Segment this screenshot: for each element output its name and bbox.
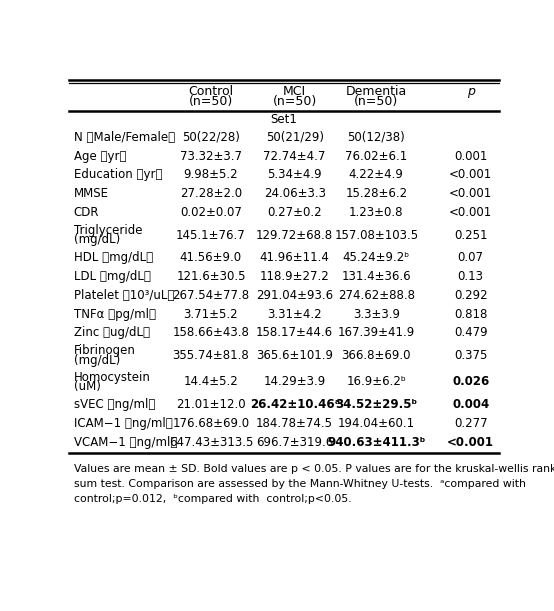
Text: 27.28±2.0: 27.28±2.0 bbox=[180, 187, 242, 200]
Text: <0.001: <0.001 bbox=[447, 436, 494, 448]
Text: 274.62±88.8: 274.62±88.8 bbox=[338, 289, 415, 302]
Text: 365.6±101.9: 365.6±101.9 bbox=[256, 349, 333, 362]
Text: 4.22±4.9: 4.22±4.9 bbox=[349, 169, 404, 181]
Text: 0.13: 0.13 bbox=[458, 270, 484, 283]
Text: 3.71±5.2: 3.71±5.2 bbox=[183, 308, 238, 321]
Text: 34.52±29.5ᵇ: 34.52±29.5ᵇ bbox=[335, 398, 417, 411]
Text: Platelet （10³/uL）: Platelet （10³/uL） bbox=[74, 289, 174, 302]
Text: CDR: CDR bbox=[74, 206, 99, 219]
Text: 355.74±81.8: 355.74±81.8 bbox=[172, 349, 249, 362]
Text: 366.8±69.0: 366.8±69.0 bbox=[341, 349, 411, 362]
Text: (n=50): (n=50) bbox=[354, 95, 398, 109]
Text: 15.28±6.2: 15.28±6.2 bbox=[345, 187, 407, 200]
Text: 940.63±411.3ᵇ: 940.63±411.3ᵇ bbox=[327, 436, 425, 448]
Text: 16.9±6.2ᵇ: 16.9±6.2ᵇ bbox=[346, 375, 406, 389]
Text: p: p bbox=[467, 85, 475, 98]
Text: Zinc （ug/dL）: Zinc （ug/dL） bbox=[74, 326, 150, 340]
Text: 14.4±5.2: 14.4±5.2 bbox=[183, 375, 238, 389]
Text: Control: Control bbox=[188, 85, 233, 98]
Text: 0.479: 0.479 bbox=[454, 326, 488, 340]
Text: 76.02±6.1: 76.02±6.1 bbox=[345, 150, 407, 163]
Text: 24.06±3.3: 24.06±3.3 bbox=[264, 187, 326, 200]
Text: 696.7±319.6: 696.7±319.6 bbox=[256, 436, 334, 448]
Text: (mg/dL): (mg/dL) bbox=[74, 233, 120, 246]
Text: 129.72±68.8: 129.72±68.8 bbox=[256, 229, 333, 241]
Text: 131.4±36.6: 131.4±36.6 bbox=[341, 270, 411, 283]
Text: (mg/dL): (mg/dL) bbox=[74, 354, 120, 367]
Text: Fibrinogen: Fibrinogen bbox=[74, 345, 135, 357]
Text: 3.3±3.9: 3.3±3.9 bbox=[353, 308, 400, 321]
Text: ICAM−1 （ng/ml）: ICAM−1 （ng/ml） bbox=[74, 417, 172, 430]
Text: VCAM−1 （ng/ml）: VCAM−1 （ng/ml） bbox=[74, 436, 177, 448]
Text: sum test. Comparison are assessed by the Mann-Whitney U-tests.  ᵃcompared with: sum test. Comparison are assessed by the… bbox=[74, 478, 525, 489]
Text: 291.04±93.6: 291.04±93.6 bbox=[256, 289, 333, 302]
Text: 1.23±0.8: 1.23±0.8 bbox=[349, 206, 403, 219]
Text: 158.17±44.6: 158.17±44.6 bbox=[256, 326, 333, 340]
Text: 267.54±77.8: 267.54±77.8 bbox=[172, 289, 249, 302]
Text: Values are mean ± SD. Bold values are p < 0.05. P values are for the kruskal-wel: Values are mean ± SD. Bold values are p … bbox=[74, 464, 554, 474]
Text: 0.375: 0.375 bbox=[454, 349, 488, 362]
Text: 72.74±4.7: 72.74±4.7 bbox=[264, 150, 326, 163]
Text: 0.251: 0.251 bbox=[454, 229, 488, 241]
Text: 45.24±9.2ᵇ: 45.24±9.2ᵇ bbox=[342, 251, 410, 264]
Text: 145.1±76.7: 145.1±76.7 bbox=[176, 229, 246, 241]
Text: 50(22/28): 50(22/28) bbox=[182, 131, 240, 144]
Text: <0.001: <0.001 bbox=[449, 169, 493, 181]
Text: Homocystein: Homocystein bbox=[74, 371, 151, 384]
Text: 5.34±4.9: 5.34±4.9 bbox=[268, 169, 322, 181]
Text: MCI: MCI bbox=[283, 85, 306, 98]
Text: N （Male/Female）: N （Male/Female） bbox=[74, 131, 175, 144]
Text: 9.98±5.2: 9.98±5.2 bbox=[183, 169, 238, 181]
Text: control;p=0.012,  ᵇcompared with  control;p<0.05.: control;p=0.012, ᵇcompared with control;… bbox=[74, 494, 351, 503]
Text: 0.27±0.2: 0.27±0.2 bbox=[268, 206, 322, 219]
Text: 0.004: 0.004 bbox=[452, 398, 489, 411]
Text: (uM): (uM) bbox=[74, 380, 100, 393]
Text: <0.001: <0.001 bbox=[449, 206, 493, 219]
Text: 158.66±43.8: 158.66±43.8 bbox=[172, 326, 249, 340]
Text: Age （yr）: Age （yr） bbox=[74, 150, 126, 163]
Text: <0.001: <0.001 bbox=[449, 187, 493, 200]
Text: 50(21/29): 50(21/29) bbox=[266, 131, 324, 144]
Text: 21.01±12.0: 21.01±12.0 bbox=[176, 398, 246, 411]
Text: 121.6±30.5: 121.6±30.5 bbox=[176, 270, 245, 283]
Text: Set1: Set1 bbox=[270, 113, 297, 126]
Text: HDL （mg/dL）: HDL （mg/dL） bbox=[74, 251, 153, 264]
Text: 50(12/38): 50(12/38) bbox=[347, 131, 405, 144]
Text: 41.96±11.4: 41.96±11.4 bbox=[260, 251, 330, 264]
Text: 167.39±41.9: 167.39±41.9 bbox=[337, 326, 415, 340]
Text: Dementia: Dementia bbox=[346, 85, 407, 98]
Text: 0.02±0.07: 0.02±0.07 bbox=[180, 206, 242, 219]
Text: 14.29±3.9: 14.29±3.9 bbox=[264, 375, 326, 389]
Text: 647.43±313.5: 647.43±313.5 bbox=[169, 436, 253, 448]
Text: 118.9±27.2: 118.9±27.2 bbox=[260, 270, 330, 283]
Text: 3.31±4.2: 3.31±4.2 bbox=[268, 308, 322, 321]
Text: 41.56±9.0: 41.56±9.0 bbox=[180, 251, 242, 264]
Text: 184.78±74.5: 184.78±74.5 bbox=[256, 417, 333, 430]
Text: 26.42±10.46ᵃ: 26.42±10.46ᵃ bbox=[250, 398, 340, 411]
Text: Triglyceride: Triglyceride bbox=[74, 224, 142, 237]
Text: 0.026: 0.026 bbox=[452, 375, 489, 389]
Text: (n=50): (n=50) bbox=[189, 95, 233, 109]
Text: 157.08±103.5: 157.08±103.5 bbox=[334, 229, 418, 241]
Text: TNFα （pg/ml）: TNFα （pg/ml） bbox=[74, 308, 156, 321]
Text: MMSE: MMSE bbox=[74, 187, 109, 200]
Text: 0.818: 0.818 bbox=[454, 308, 488, 321]
Text: LDL （mg/dL）: LDL （mg/dL） bbox=[74, 270, 151, 283]
Text: 73.32±3.7: 73.32±3.7 bbox=[180, 150, 242, 163]
Text: 0.07: 0.07 bbox=[458, 251, 484, 264]
Text: 0.277: 0.277 bbox=[454, 417, 488, 430]
Text: 194.04±60.1: 194.04±60.1 bbox=[338, 417, 415, 430]
Text: (n=50): (n=50) bbox=[273, 95, 317, 109]
Text: 176.68±69.0: 176.68±69.0 bbox=[172, 417, 249, 430]
Text: 0.292: 0.292 bbox=[454, 289, 488, 302]
Text: sVEC （ng/ml）: sVEC （ng/ml） bbox=[74, 398, 155, 411]
Text: Education （yr）: Education （yr） bbox=[74, 169, 162, 181]
Text: 0.001: 0.001 bbox=[454, 150, 488, 163]
